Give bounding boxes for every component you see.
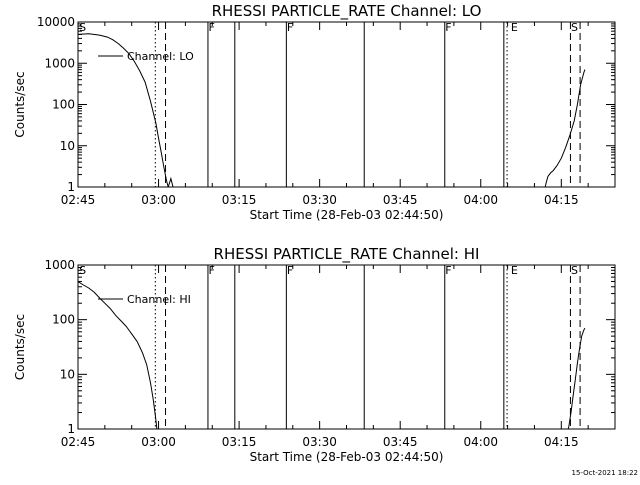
- y-tick-label: 10: [60, 367, 75, 381]
- x-tick-label: 04:15: [544, 435, 579, 449]
- x-axis-label: Start Time (28-Feb-03 02:44:50): [250, 450, 444, 464]
- event-marker: E: [511, 264, 518, 277]
- event-marker: S: [79, 264, 86, 277]
- event-marker: F: [445, 264, 451, 277]
- legend-label: Channel: HI: [127, 293, 191, 306]
- y-tick-label: 100: [52, 313, 75, 327]
- event-marker: S: [79, 21, 86, 34]
- plot-frame: [77, 264, 616, 430]
- event-marker: F: [445, 21, 451, 34]
- event-marker: S: [571, 21, 578, 34]
- panel-hi: RHESSI PARTICLE_RATE Channel: HI 02:45 03:…: [13, 245, 616, 464]
- y-tick-label: 10: [60, 139, 75, 153]
- legend-label: Channel: LO: [127, 50, 194, 63]
- x-tick-label: 02:45: [61, 435, 96, 449]
- event-marker: F: [287, 21, 293, 34]
- x-tick-label: 04:15: [544, 193, 579, 207]
- x-tick-label: 04:00: [463, 193, 498, 207]
- x-tick-label: 03:15: [222, 435, 257, 449]
- x-tick-label: 03:45: [383, 193, 418, 207]
- x-tick-label: 03:00: [141, 435, 176, 449]
- y-tick-label: 10000: [37, 15, 75, 29]
- x-tick-label: 02:45: [61, 193, 96, 207]
- footer-timestamp: 15-Oct-2021 18:22: [572, 469, 638, 477]
- y-axis-label: Counts/sec: [13, 71, 27, 137]
- y-tick-label: 1: [67, 180, 75, 194]
- panel-lo: RHESSI PARTICLE_RATE Channel: LO 02:45 03:…: [13, 2, 616, 222]
- series-line: [78, 33, 169, 187]
- event-marker: E: [511, 21, 518, 34]
- chart-title: RHESSI PARTICLE_RATE Channel: HI: [214, 245, 480, 264]
- y-tick-label: 1000: [44, 56, 75, 70]
- series-line: [167, 176, 174, 187]
- plot-frame: [77, 21, 616, 188]
- x-axis-label: Start Time (28-Feb-03 02:44:50): [250, 208, 444, 222]
- series-line: [567, 327, 586, 429]
- x-tick-label: 03:30: [302, 193, 337, 207]
- x-tick-label: 03:00: [141, 193, 176, 207]
- y-tick-label: 100: [52, 98, 75, 112]
- chart-title: RHESSI PARTICLE_RATE Channel: LO: [212, 2, 482, 21]
- y-tick-label: 1: [67, 422, 75, 436]
- x-tick-label: 03:15: [222, 193, 257, 207]
- y-axis-label: Counts/sec: [13, 314, 27, 380]
- event-marker: S: [571, 264, 578, 277]
- x-tick-label: 04:00: [463, 435, 498, 449]
- event-marker: F: [208, 21, 214, 34]
- event-marker: F: [208, 264, 214, 277]
- x-tick-label: 03:30: [302, 435, 337, 449]
- series-line: [78, 281, 158, 429]
- y-tick-label: 1000: [44, 258, 75, 272]
- x-tick-label: 03:45: [383, 435, 418, 449]
- series-line: [544, 69, 586, 187]
- event-marker: F: [287, 264, 293, 277]
